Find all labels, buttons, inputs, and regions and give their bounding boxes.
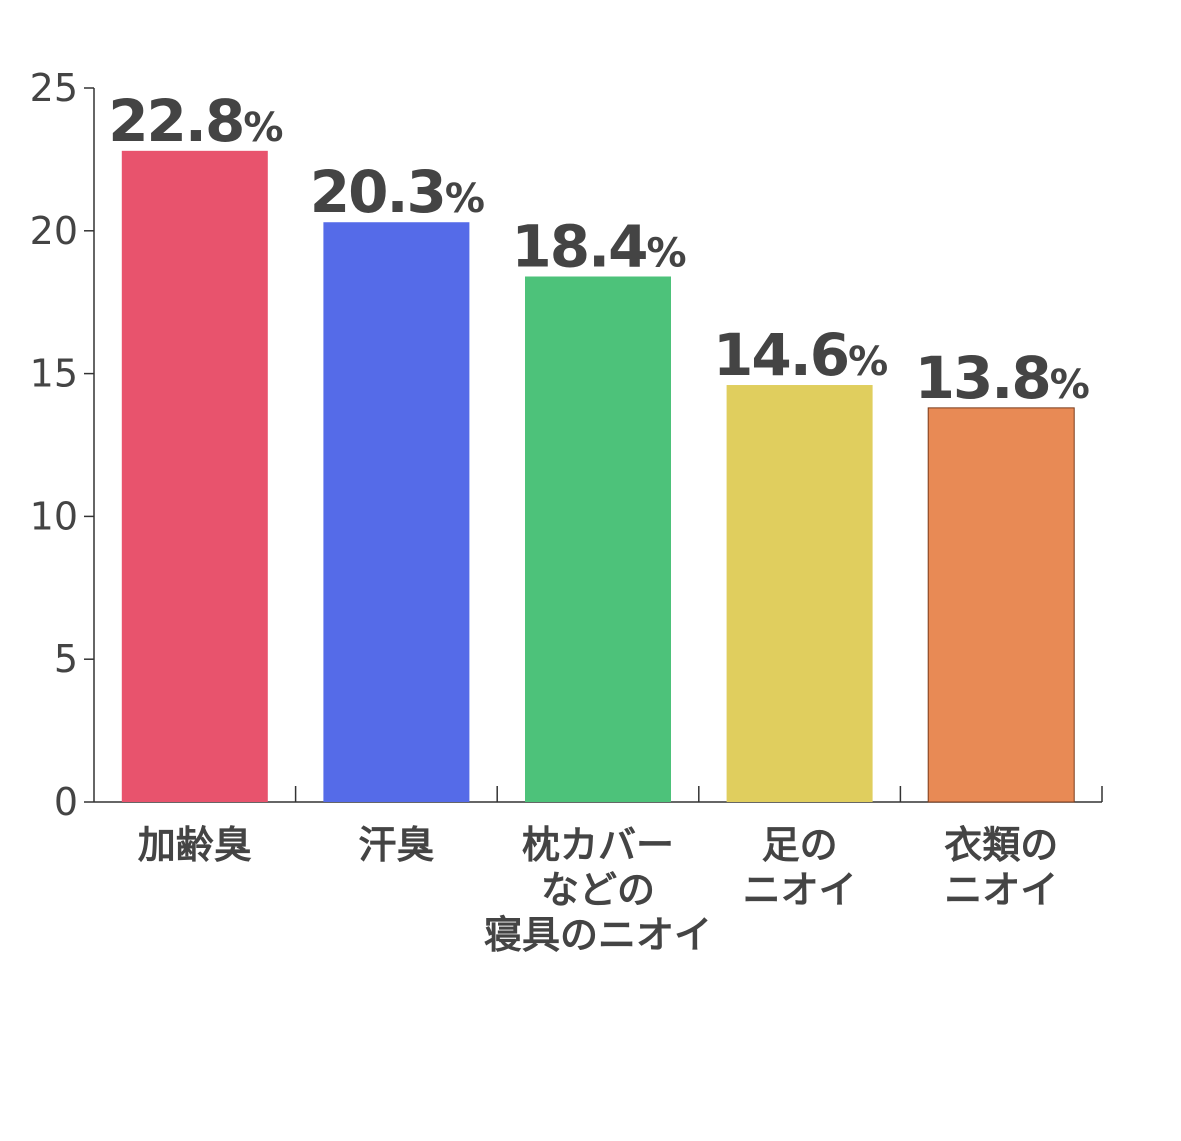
x-category-label: ニオイ xyxy=(944,868,1058,912)
data-label: 22.8% xyxy=(108,87,282,155)
bar xyxy=(927,407,1075,803)
data-label-value: 20.3 xyxy=(310,158,445,226)
data-label-value: 14.6 xyxy=(713,321,848,389)
x-category-label: 汗臭 xyxy=(358,823,434,867)
x-category-label: 足の xyxy=(762,823,838,867)
data-label-suffix: % xyxy=(647,230,686,276)
data-label-suffix: % xyxy=(243,105,282,151)
x-category-label: などの xyxy=(541,868,655,912)
x-category-label: 寝具のニオイ xyxy=(484,913,712,957)
y-tick-label: 20 xyxy=(30,209,78,253)
x-category-label: ニオイ xyxy=(743,868,857,912)
bar xyxy=(121,150,268,802)
data-label-value: 18.4 xyxy=(511,212,646,280)
bar xyxy=(726,385,873,802)
data-label-suffix: % xyxy=(848,339,887,385)
bar xyxy=(323,222,470,802)
data-label: 20.3% xyxy=(310,158,484,226)
data-label: 14.6% xyxy=(713,321,887,389)
y-tick-label: 5 xyxy=(54,637,78,681)
data-label-suffix: % xyxy=(445,176,484,222)
data-label-value: 13.8 xyxy=(915,344,1050,412)
x-category-label: 加齢臭 xyxy=(138,823,252,867)
y-tick-label: 25 xyxy=(30,66,78,110)
data-label: 18.4% xyxy=(511,212,685,280)
data-label-suffix: % xyxy=(1050,362,1089,408)
y-tick-label: 0 xyxy=(54,780,78,824)
y-tick-label: 15 xyxy=(30,352,78,396)
x-category-label: 枕カバー xyxy=(522,823,674,867)
bar xyxy=(525,276,671,803)
data-label: 13.8% xyxy=(915,344,1089,412)
x-category-label: 衣類の xyxy=(944,823,1058,867)
data-label-value: 22.8 xyxy=(108,87,243,155)
y-tick-label: 10 xyxy=(30,494,78,538)
